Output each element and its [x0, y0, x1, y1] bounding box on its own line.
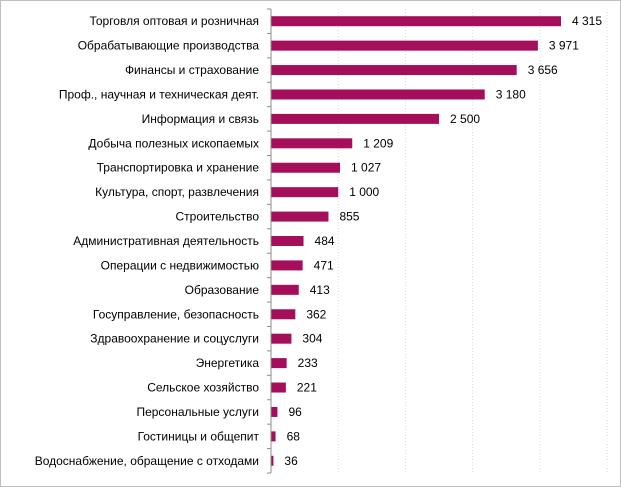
bar [271, 236, 304, 246]
category-label: Здравоохранение и соцуслуги [90, 332, 259, 346]
category-label: Торговля оптовая и розничная [89, 14, 259, 28]
category-label: Госуправление, безопасность [93, 307, 259, 321]
data-label: 233 [298, 356, 318, 370]
category-label: Информация и связь [142, 112, 259, 126]
category-label: Сельское хозяйство [147, 381, 259, 395]
bar [271, 455, 274, 466]
data-label: 36 [284, 454, 298, 468]
data-label: 221 [297, 381, 317, 395]
category-label: Проф., научная и техническая деят. [59, 87, 259, 101]
data-label: 3 656 [528, 63, 558, 77]
data-label: 96 [288, 405, 302, 419]
data-label: 1 027 [351, 161, 381, 175]
bar [271, 358, 287, 369]
category-label: Водоснабжение, обращение с отходами [35, 454, 259, 468]
bar [271, 382, 286, 393]
category-label: Добыча полезных ископаемых [88, 136, 259, 150]
category-label: Операции с недвижимостью [101, 258, 259, 272]
bar [271, 187, 339, 198]
category-label: Административная деятельность [73, 234, 259, 248]
bar [271, 138, 353, 149]
data-label: 362 [306, 307, 326, 321]
bar [271, 333, 292, 344]
category-labels: Торговля оптовая и розничная Обрабатывающ… [35, 14, 260, 468]
y-axis [267, 8, 272, 474]
bar [271, 113, 440, 124]
bar [271, 16, 561, 27]
data-label: 2 500 [450, 112, 480, 126]
category-label: Строительство [175, 210, 259, 224]
data-label: 304 [302, 332, 322, 346]
bar [271, 284, 299, 295]
data-label: 4 315 [572, 14, 602, 28]
data-label: 413 [310, 283, 330, 297]
category-label: Образование [185, 283, 260, 297]
data-label: 3 971 [549, 39, 579, 53]
data-label: 471 [314, 258, 334, 272]
data-label: 3 180 [496, 87, 526, 101]
bar [271, 40, 538, 51]
data-label: 484 [315, 234, 335, 248]
data-label: 68 [287, 429, 301, 443]
bar [271, 406, 278, 417]
category-label: Обрабатывающие производства [78, 39, 260, 53]
bar [271, 162, 341, 173]
bar [271, 89, 485, 100]
category-label: Культура, спорт, развлечения [95, 185, 259, 199]
category-label: Энергетика [196, 356, 260, 370]
data-label: 1 000 [349, 185, 379, 199]
bar [271, 211, 329, 222]
category-label: Транспортировка и хранение [97, 161, 260, 175]
category-label: Персональные услуги [136, 405, 259, 419]
gridlines [337, 9, 608, 473]
category-label: Финансы и страхование [125, 63, 259, 77]
category-label: Гостиницы и общепит [138, 429, 260, 443]
bar [271, 260, 303, 271]
data-label: 1 209 [363, 136, 393, 150]
bar [271, 431, 276, 442]
bars [271, 16, 561, 466]
bar [271, 65, 517, 76]
data-label: 855 [339, 210, 359, 224]
bar [271, 309, 296, 320]
